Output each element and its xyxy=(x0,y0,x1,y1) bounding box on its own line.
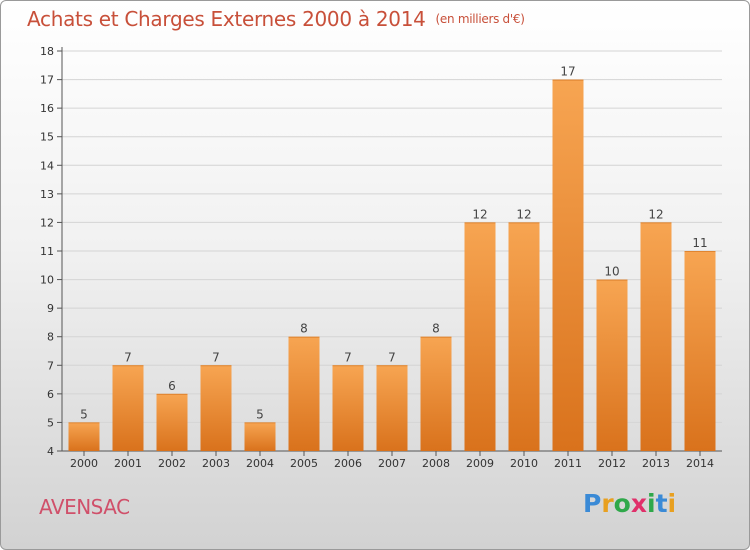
y-tick-label: 5 xyxy=(47,416,54,429)
x-tick-label: 2001 xyxy=(114,457,142,470)
x-tick-label: 2012 xyxy=(598,457,626,470)
x-tick-label: 2008 xyxy=(422,457,450,470)
y-tick-label: 4 xyxy=(47,445,54,458)
data-label: 8 xyxy=(432,322,440,336)
proxiti-logo: Proxiti xyxy=(583,489,676,518)
y-tick-label: 14 xyxy=(40,159,54,172)
y-tick-label: 6 xyxy=(47,388,54,401)
logo-letter: o xyxy=(613,489,631,518)
commune-name: AVENSAC xyxy=(39,495,130,519)
y-tick-label: 7 xyxy=(47,359,54,372)
y-tick-label: 13 xyxy=(40,188,54,201)
axes: 4 5 6 7 8 9 10 11 12 13 14 15 16 17 18 2000 2001 2002 2003… xyxy=(40,45,722,470)
logo-letter: r xyxy=(601,489,614,518)
y-tick-label: 10 xyxy=(40,274,54,287)
chart-title: Achats et Charges Externes 2000 à 2014 (e… xyxy=(27,7,525,31)
logo-letter: t xyxy=(655,489,668,518)
data-label: 5 xyxy=(80,407,88,421)
bar xyxy=(200,365,232,451)
bar xyxy=(640,222,672,451)
bar xyxy=(596,279,628,451)
data-label: 10 xyxy=(604,265,619,279)
x-tick-label: 2003 xyxy=(202,457,230,470)
bar xyxy=(244,422,276,451)
bar xyxy=(332,365,364,451)
data-label: 7 xyxy=(124,350,132,364)
data-label: 11 xyxy=(692,236,707,250)
data-label: 12 xyxy=(472,207,487,221)
bar xyxy=(552,79,584,452)
bar xyxy=(508,222,540,451)
y-tick-label: 16 xyxy=(40,102,54,115)
logo-letter: i xyxy=(647,489,656,518)
y-tick-label: 12 xyxy=(40,216,54,229)
data-label: 17 xyxy=(560,65,575,79)
y-tick-label: 18 xyxy=(40,45,54,58)
data-label: 12 xyxy=(516,207,531,221)
bar xyxy=(288,336,320,451)
y-tick-label: 9 xyxy=(47,302,54,315)
x-tick-label: 2010 xyxy=(510,457,538,470)
x-tick-label: 2011 xyxy=(554,457,582,470)
x-tick-label: 2014 xyxy=(686,457,714,470)
logo-letter: P xyxy=(583,489,602,518)
bar xyxy=(68,422,100,451)
bar xyxy=(376,365,408,451)
data-label: 6 xyxy=(168,379,176,393)
x-tick-label: 2006 xyxy=(334,457,362,470)
data-label: 8 xyxy=(300,322,308,336)
x-tick-label: 2000 xyxy=(70,457,98,470)
x-tick-label: 2009 xyxy=(466,457,494,470)
data-label: 7 xyxy=(344,350,352,364)
y-tick-label: 17 xyxy=(40,74,54,87)
y-tick-label: 15 xyxy=(40,131,54,144)
bar xyxy=(112,365,144,451)
logo-letter: x xyxy=(630,489,647,518)
logo-letter: i xyxy=(667,489,677,518)
bars xyxy=(68,79,716,452)
bar xyxy=(156,393,188,451)
data-labels: 5 7 6 7 5 8 7 7 8 12 12 17 10 12 11 xyxy=(80,65,707,422)
x-tick-label: 2005 xyxy=(290,457,318,470)
chart-unit: (en milliers d'€) xyxy=(435,12,525,26)
data-label: 5 xyxy=(256,407,264,421)
x-tick-label: 2002 xyxy=(158,457,186,470)
y-tick-label: 8 xyxy=(47,331,54,344)
x-tick-label: 2007 xyxy=(378,457,406,470)
x-tick-label: 2013 xyxy=(642,457,670,470)
bar xyxy=(684,251,716,451)
x-tick-label: 2004 xyxy=(246,457,274,470)
y-tick-label: 11 xyxy=(40,245,54,258)
data-label: 7 xyxy=(212,350,220,364)
data-label: 7 xyxy=(388,350,396,364)
bar xyxy=(464,222,496,451)
chart-title-text: Achats et Charges Externes 2000 à 2014 xyxy=(27,7,426,31)
bar xyxy=(420,336,452,451)
data-label: 12 xyxy=(648,207,663,221)
